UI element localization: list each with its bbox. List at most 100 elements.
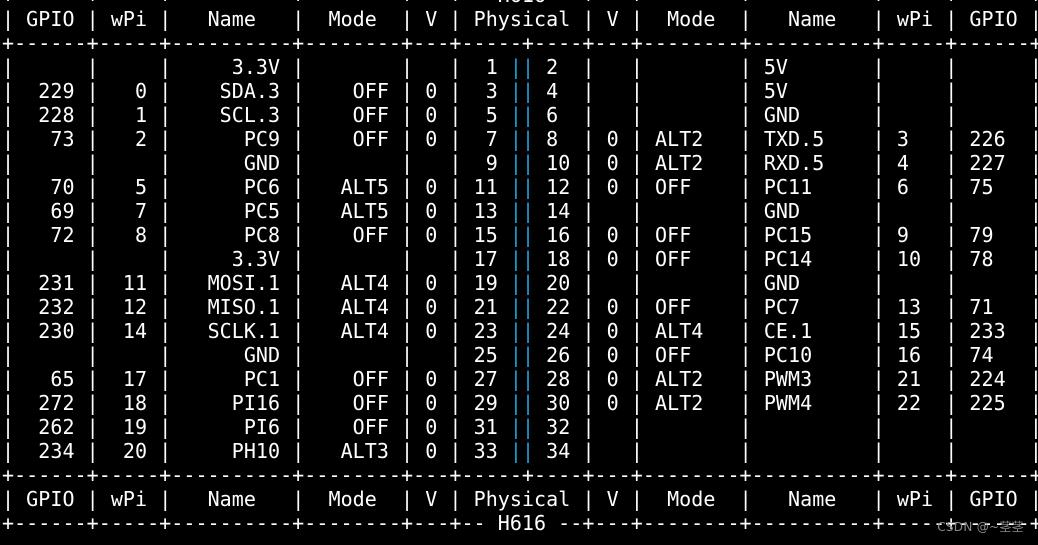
physical-divider: || bbox=[509, 343, 535, 367]
table-row: | 229 | 0 | SDA.3 | OFF | 0 | 3 || 4 | |… bbox=[2, 79, 1038, 103]
table-row: | | | GND | | | 25 || 26 | 0 | OFF | PC1… bbox=[2, 343, 1038, 367]
header-mode: Mode bbox=[304, 487, 402, 511]
value-cell: 0 bbox=[413, 79, 450, 103]
wpi-cell bbox=[885, 415, 945, 439]
table-row: | | | 3.3V | | | 17 || 18 | 0 | OFF | PC… bbox=[2, 247, 1038, 271]
name-cell: MOSI.1 bbox=[171, 271, 293, 295]
physical-pin-right: 20 bbox=[534, 271, 583, 295]
wpi-cell: 1 bbox=[98, 103, 160, 127]
physical-pin-right: 22 bbox=[534, 295, 583, 319]
physical-pin-right: 32 bbox=[534, 415, 583, 439]
name-cell: PC15 bbox=[751, 223, 873, 247]
mode-cell: ALT2 bbox=[642, 127, 740, 151]
name-cell: PC11 bbox=[751, 175, 873, 199]
name-cell: PWM4 bbox=[751, 391, 873, 415]
name-cell: GND bbox=[751, 199, 873, 223]
header-v: V bbox=[594, 487, 631, 511]
physical-pin-left: 21 bbox=[461, 295, 510, 319]
gpio-cell: 70 bbox=[14, 175, 87, 199]
wpi-cell: 18 bbox=[98, 391, 160, 415]
physical-divider: || bbox=[509, 79, 535, 103]
gpio-cell: 233 bbox=[957, 319, 1030, 343]
header-gpio: GPIO bbox=[14, 487, 87, 511]
wpi-cell: 3 bbox=[884, 127, 946, 151]
mode-cell: OFF bbox=[304, 79, 402, 103]
value-cell: 0 bbox=[413, 271, 450, 295]
physical-pin-left: 11 bbox=[461, 175, 510, 199]
value-cell bbox=[595, 199, 631, 223]
name-cell: GND bbox=[751, 271, 873, 295]
value-cell: 0 bbox=[594, 295, 631, 319]
header-wpi: wPi bbox=[98, 487, 160, 511]
gpio-cell: 73 bbox=[14, 127, 87, 151]
name-cell: PI6 bbox=[171, 415, 293, 439]
physical-pin-left: 29 bbox=[461, 391, 510, 415]
header-mode: Mode bbox=[642, 7, 740, 31]
wpi-cell bbox=[99, 55, 159, 79]
value-cell bbox=[413, 55, 449, 79]
name-cell: SDA.3 bbox=[171, 79, 293, 103]
physical-pin-left: 7 bbox=[461, 127, 510, 151]
wpi-cell: 5 bbox=[98, 175, 160, 199]
gpio-cell: 225 bbox=[957, 391, 1030, 415]
name-cell: PC5 bbox=[171, 199, 293, 223]
name-cell bbox=[752, 439, 873, 463]
physical-pin-left: 19 bbox=[461, 271, 510, 295]
name-cell: PC6 bbox=[171, 175, 293, 199]
table-row: | 272 | 18 | PI16 | OFF | 0 | 29 || 30 |… bbox=[2, 391, 1038, 415]
physical-pin-left: 23 bbox=[461, 319, 510, 343]
gpio-cell: 78 bbox=[957, 247, 1030, 271]
mode-cell: ALT4 bbox=[304, 295, 402, 319]
name-cell: PC9 bbox=[171, 127, 293, 151]
wpi-cell: 17 bbox=[98, 367, 160, 391]
name-cell: 5V bbox=[751, 79, 873, 103]
physical-pin-right: 8 bbox=[534, 127, 583, 151]
physical-divider: || bbox=[509, 367, 535, 391]
header-gpio: GPIO bbox=[957, 487, 1030, 511]
mode-cell bbox=[304, 151, 401, 175]
table-row: | 70 | 5 | PC6 | ALT5 | 0 | 11 || 12 | 0… bbox=[2, 175, 1038, 199]
wpi-cell: 9 bbox=[884, 223, 946, 247]
physical-pin-left: 13 bbox=[461, 199, 510, 223]
physical-divider: || bbox=[509, 391, 535, 415]
header-wpi: wPi bbox=[884, 7, 946, 31]
value-cell: 0 bbox=[413, 223, 450, 247]
mode-cell: OFF bbox=[304, 367, 402, 391]
gpio-cell: 226 bbox=[957, 127, 1030, 151]
value-cell bbox=[595, 79, 631, 103]
gpio-cell: 71 bbox=[957, 295, 1030, 319]
header-mode: Mode bbox=[304, 7, 402, 31]
table-row: | 72 | 8 | PC8 | OFF | 0 | 15 || 16 | 0 … bbox=[2, 223, 1038, 247]
mode-cell bbox=[643, 103, 740, 127]
name-cell: 5V bbox=[751, 55, 873, 79]
name-cell: 3.3V bbox=[171, 247, 293, 271]
mode-cell bbox=[643, 55, 740, 79]
wpi-cell bbox=[885, 55, 945, 79]
physical-pin-right: 34 bbox=[534, 439, 583, 463]
mode-cell bbox=[643, 79, 740, 103]
table-row: | 230 | 14 | SCLK.1 | ALT4 | 0 | 23 || 2… bbox=[2, 319, 1038, 343]
gpio-cell: 234 bbox=[14, 439, 87, 463]
gpio-cell bbox=[957, 439, 1030, 463]
wpi-cell: 20 bbox=[98, 439, 160, 463]
physical-pin-right: 18 bbox=[534, 247, 583, 271]
mode-cell: ALT5 bbox=[304, 175, 402, 199]
gpio-cell: 229 bbox=[14, 79, 87, 103]
value-cell bbox=[595, 55, 631, 79]
name-cell: CE.1 bbox=[751, 319, 873, 343]
wpi-cell bbox=[99, 343, 159, 367]
gpio-cell bbox=[14, 247, 87, 271]
wpi-cell: 2 bbox=[98, 127, 160, 151]
physical-pin-left: 15 bbox=[461, 223, 510, 247]
mode-cell: OFF bbox=[304, 127, 402, 151]
table-border-bottom: +------+-----+----------+--------+---+--… bbox=[2, 511, 1038, 535]
mode-cell: ALT5 bbox=[304, 199, 402, 223]
gpio-cell: 231 bbox=[14, 271, 87, 295]
mode-cell bbox=[304, 343, 401, 367]
name-cell: PI16 bbox=[171, 391, 293, 415]
name-cell: MISO.1 bbox=[171, 295, 293, 319]
name-cell: PC1 bbox=[171, 367, 293, 391]
physical-pin-right: 30 bbox=[534, 391, 583, 415]
table-row: | 262 | 19 | PI6 | OFF | 0 | 31 || 32 | … bbox=[2, 415, 1038, 439]
gpio-cell: 272 bbox=[14, 391, 87, 415]
